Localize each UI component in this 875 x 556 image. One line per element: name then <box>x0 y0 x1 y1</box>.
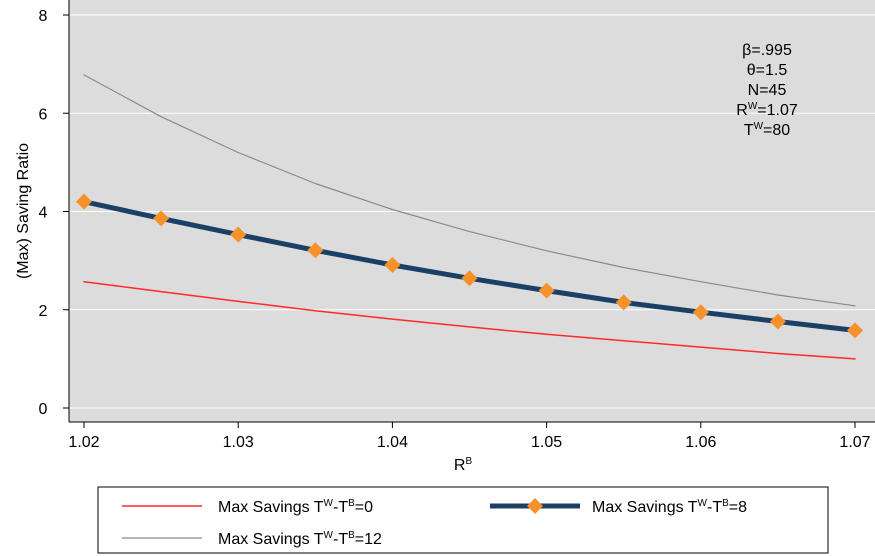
legend-label-series-1: Max Savings TW-TB=8 <box>592 498 747 516</box>
series-1-point-9 <box>769 313 786 330</box>
parameter-annotation: β=.995 θ=1.5 N=45 RW=1.07 TW=80 <box>736 42 798 139</box>
x-tick-label-3: 1.05 <box>531 434 562 451</box>
series-line-2 <box>83 74 856 307</box>
series-1-point-7 <box>615 294 632 311</box>
x-ticks: 1.02 1.03 1.04 1.05 1.06 1.07 <box>68 422 871 451</box>
annotation-theta: θ=1.5 <box>747 62 788 79</box>
y-ticks: 0 2 4 6 8 <box>39 8 69 418</box>
series-layer <box>76 74 863 360</box>
series-1-point-0 <box>76 193 92 210</box>
y-tick-label-0: 0 <box>39 401 48 418</box>
annotation-n: N=45 <box>748 82 787 99</box>
x-tick-label-1: 1.03 <box>223 434 254 451</box>
series-1-point-6 <box>538 282 555 299</box>
series-1-point-2 <box>230 226 247 243</box>
x-tick-label-5: 1.07 <box>839 434 870 451</box>
grid-lines <box>69 14 875 409</box>
annotation-tw: TW=80 <box>744 121 790 139</box>
series-1-point-5 <box>461 270 478 287</box>
y-tick-label-3: 6 <box>39 106 48 123</box>
y-tick-label-1: 2 <box>39 303 48 320</box>
series-1-point-3 <box>307 242 324 259</box>
x-axis-title: RB <box>454 456 473 474</box>
series-1-point-10 <box>847 322 863 339</box>
series-line-0 <box>83 280 856 360</box>
annotation-rw: RW=1.07 <box>736 101 798 119</box>
y-tick-label-4: 8 <box>39 8 48 25</box>
legend-item-series-0: Max Savings TW-TB=0 <box>122 498 373 516</box>
annotation-beta: β=.995 <box>742 42 792 59</box>
legend-label-series-0: Max Savings TW-TB=0 <box>218 498 373 516</box>
series-1-point-1 <box>153 210 170 227</box>
legend-item-series-2: Max Savings TW-TB=12 <box>122 530 382 548</box>
legend-marker-series-1 <box>527 498 543 514</box>
y-tick-label-2: 4 <box>39 205 48 222</box>
legend-box <box>97 486 829 554</box>
legend-label-series-2: Max Savings TW-TB=12 <box>218 530 382 548</box>
y-axis-title: (Max) Saving Ratio <box>15 143 32 279</box>
series-1-point-8 <box>692 304 709 321</box>
x-tick-label-4: 1.06 <box>685 434 716 451</box>
legend: Max Savings TW-TB=0 Max Savings TW-TB=8 … <box>97 486 829 554</box>
legend-item-series-1: Max Savings TW-TB=8 <box>490 498 747 516</box>
series-1-point-4 <box>384 257 401 274</box>
x-tick-label-0: 1.02 <box>68 434 99 451</box>
x-tick-label-2: 1.04 <box>377 434 408 451</box>
